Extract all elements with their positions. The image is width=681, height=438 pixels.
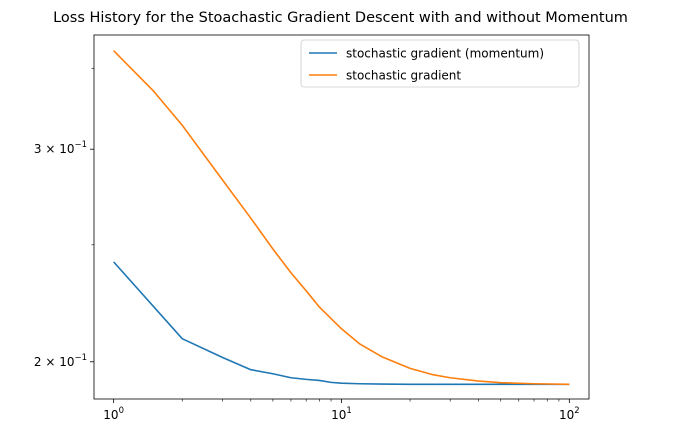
y-tick-label-exponent: −1 [74, 353, 87, 363]
legend-label-1: stochastic gradient (momentum) [346, 47, 544, 61]
y-tick-label-base: 10 [59, 142, 74, 156]
x-tick-label-exponent: 1 [346, 406, 351, 416]
x-tick-label: 102 [559, 406, 580, 422]
legend-label-2: stochastic gradient [346, 69, 461, 83]
x-tick-label-base: 10 [331, 408, 346, 422]
legend: stochastic gradient (momentum) stochastic… [300, 39, 580, 88]
y-tick-label: 3 × 10−1 [34, 140, 87, 156]
y-tick-label-mant: 3 [34, 142, 45, 156]
x-tick-label-base: 10 [559, 408, 574, 422]
legend-box [300, 39, 580, 88]
series-line-1 [113, 261, 570, 386]
y-tick-label-exponent: −1 [74, 140, 87, 150]
x-tick-label-exponent: 0 [119, 406, 124, 416]
y-tick-label-base: 10 [59, 355, 74, 369]
y-tick-label-mant: 2 [34, 355, 45, 369]
x-tick-label: 100 [103, 406, 124, 422]
y-tick-label-times: × [45, 355, 59, 369]
y-tick-label: 2 × 10−1 [34, 353, 87, 369]
series-line-2 [113, 50, 570, 386]
chart-title: Loss History for the Stoachastic Gradien… [53, 10, 628, 26]
x-tick-label: 101 [331, 406, 352, 422]
y-tick-label-times: × [45, 142, 59, 156]
x-tick-label-base: 10 [103, 408, 118, 422]
x-tick-label-exponent: 2 [574, 406, 579, 416]
